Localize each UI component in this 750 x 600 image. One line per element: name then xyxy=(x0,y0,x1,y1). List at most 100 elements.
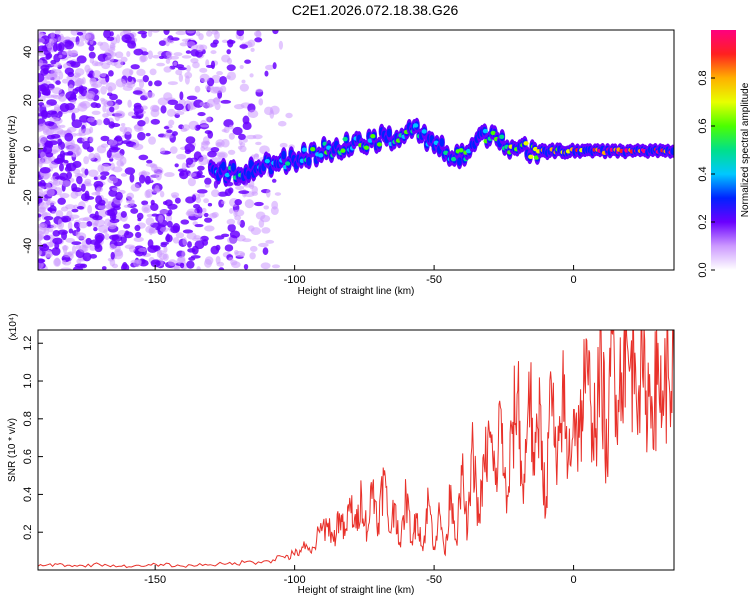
spectrogram-noise-cell xyxy=(59,163,64,172)
spectrogram-noise-cell xyxy=(243,263,249,270)
spectrogram-noise-cell xyxy=(44,73,53,80)
spectrogram-noise-cell xyxy=(145,132,151,137)
spectrogram-noise-cell xyxy=(87,169,99,178)
spectrogram-noise-cell xyxy=(129,69,134,75)
spectrogram-noise-cell xyxy=(64,103,75,111)
spectrogram-noise-cell xyxy=(136,68,146,77)
spectrogram-noise-cell xyxy=(226,71,237,81)
spectrogram-noise-cell xyxy=(137,120,146,127)
spectrogram-noise-cell xyxy=(38,182,47,187)
spectrogram-noise-cell xyxy=(215,244,221,251)
spectrogram-noise-cell xyxy=(104,55,115,63)
spectrogram-noise-cell xyxy=(196,170,203,176)
spectrogram-noise-cell xyxy=(258,242,269,248)
spectrogram-noise-cell xyxy=(92,70,102,79)
spectrogram-noise-cell xyxy=(210,146,220,153)
spectrogram-noise-cell xyxy=(40,109,48,118)
signal-peak xyxy=(443,150,449,155)
spectrogram-noise-cell xyxy=(109,257,116,267)
spectrogram-noise-cell xyxy=(252,134,263,140)
spectrogram-noise-cell xyxy=(87,73,93,78)
spectrogram-noise-cell xyxy=(71,187,82,193)
spectrogram-noise-cell xyxy=(216,70,223,76)
spectrogram-noise-cell xyxy=(166,220,173,228)
spectrogram-noise-cell xyxy=(59,124,66,128)
spectrogram-noise-cell xyxy=(159,190,165,198)
spectrogram-noise-cell xyxy=(82,140,91,150)
spectrogram-noise-cell xyxy=(113,250,124,260)
spectrogram-noise-cell xyxy=(40,64,50,71)
spectrogram-noise-cell xyxy=(226,64,236,71)
signal-peak xyxy=(340,148,346,153)
spectrogram-noise-cell xyxy=(201,207,207,213)
spectrogram-noise-cell xyxy=(178,73,184,83)
spectrogram-noise-cell xyxy=(167,209,173,216)
spectrogram-noise-cell xyxy=(121,34,132,43)
signal-band xyxy=(670,147,674,156)
spectrogram-noise-cell xyxy=(129,173,135,183)
spectrogram-noise-cell xyxy=(51,210,56,215)
spectrogram-noise-cell xyxy=(81,77,86,85)
spectrogram-noise-cell xyxy=(63,253,73,258)
spectrogram-noise-cell xyxy=(169,146,178,154)
spectrogram-noise-cell xyxy=(168,40,175,44)
spectrogram-frame xyxy=(37,29,675,271)
spectrogram-noise-cell xyxy=(129,199,135,206)
spectrogram-noise-cell xyxy=(82,216,93,222)
spectrogram-noise-cell xyxy=(107,92,113,97)
spectrogram-noise-cell xyxy=(109,218,120,224)
snr-x-tick-label: -100 xyxy=(284,574,306,586)
spectrogram-noise-cell xyxy=(185,157,194,165)
spectrogram-noise-cell xyxy=(239,83,250,92)
spectrogram-noise-cell xyxy=(91,110,101,116)
spectrogram-noise-cell xyxy=(71,112,76,122)
spectrogram-noise-cell xyxy=(182,124,190,131)
spectrogram-noise-cell xyxy=(158,214,164,223)
spectrogram-noise-cell xyxy=(76,205,85,210)
spectrogram-noise-cell xyxy=(148,80,153,87)
spectrogram-noise-cell xyxy=(247,109,259,119)
signal-peak xyxy=(363,145,370,150)
spectrogram-noise-cell xyxy=(115,34,121,44)
spectrogram-noise-cell xyxy=(71,208,79,213)
spectrogram-noise-cell xyxy=(151,213,159,217)
spectrogram-noise-cell xyxy=(249,245,258,252)
spectrogram-noise-cell xyxy=(64,67,74,75)
spectrogram-noise-cell xyxy=(197,192,205,198)
spectrogram-noise-cell xyxy=(61,180,71,187)
spectrogram-noise-cell xyxy=(211,189,220,198)
spectrogram-noise-cell xyxy=(45,182,51,190)
spectrogram-noise-cell xyxy=(82,252,92,262)
colorbar-tick-label: 0.2 xyxy=(697,214,709,229)
spectrogram-noise-cell xyxy=(204,225,215,232)
spectrogram-noise-cell xyxy=(219,75,228,85)
spectrogram-noise-cell xyxy=(107,208,118,217)
spectrogram-noise-cell xyxy=(120,122,126,127)
spectrogram-noise-cell xyxy=(272,30,279,35)
snr-y-label: SNR (10 * v/v) xyxy=(7,418,18,482)
spectrogram-noise-cell xyxy=(39,166,51,174)
spectrogram-noise-cell xyxy=(166,233,171,242)
spectrogram-noise-cell xyxy=(84,183,93,187)
spectrogram-noise-cell xyxy=(84,190,90,199)
spectrogram-noise-cell xyxy=(38,258,45,264)
spectrogram-noise-cell xyxy=(72,132,77,137)
spectrogram-noise-cell xyxy=(91,191,101,196)
spectrogram-noise-cell xyxy=(156,250,163,258)
spectrogram-noise-cell xyxy=(153,166,164,176)
spectrogram-noise-cell xyxy=(61,259,67,265)
spectrogram-noise-cell xyxy=(135,231,142,238)
spectrogram-noise-cell xyxy=(172,223,181,233)
signal-peak xyxy=(533,155,539,160)
spectrogram-noise-cell xyxy=(70,191,79,199)
spectrogram-noise-cell xyxy=(56,130,68,135)
spectrogram-noise-cell xyxy=(181,250,186,258)
spectrogram-noise-cell xyxy=(104,233,110,240)
spectrogram-noise-cell xyxy=(113,241,124,247)
snr-x-tick-label: 0 xyxy=(571,574,577,586)
spectrogram-noise-cell xyxy=(106,149,112,159)
spectrogram-noise-cell xyxy=(239,44,248,49)
spectrogram-noise-cell xyxy=(196,212,205,217)
spectrogram-noise-cell xyxy=(200,145,205,152)
spectrogram-noise-cell xyxy=(214,235,225,240)
